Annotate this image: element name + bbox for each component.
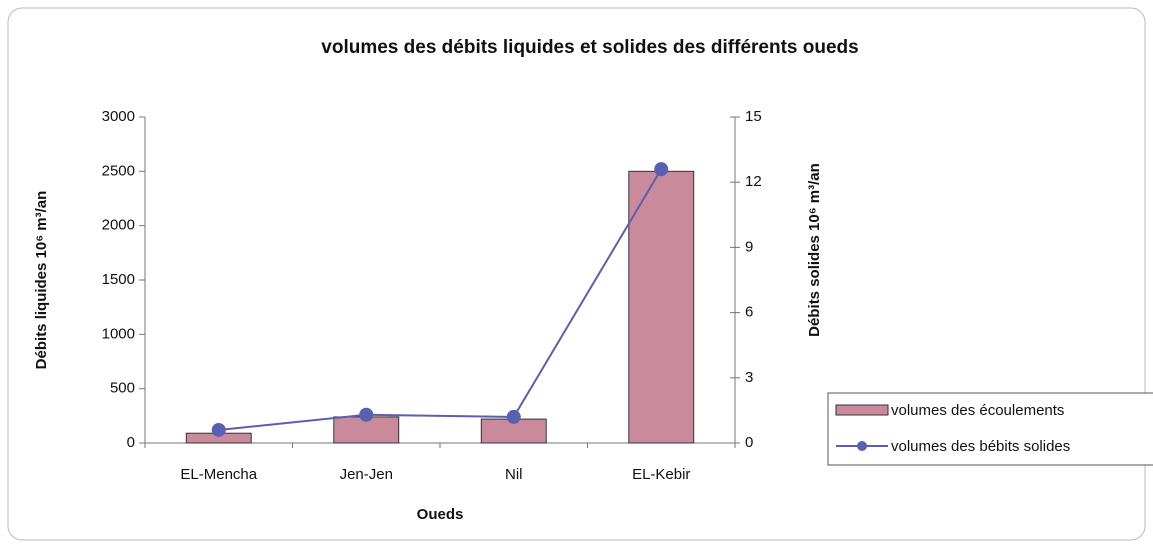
y2-tick-label: 3	[745, 369, 753, 386]
legend-label: volumes des bébits solides	[891, 438, 1070, 455]
x-tick-label: EL-Kebir	[632, 466, 690, 483]
legend-swatch-marker	[857, 441, 867, 451]
x-axis-label: Oueds	[417, 506, 464, 523]
y-tick-label: 2500	[102, 162, 135, 179]
marker	[359, 407, 374, 422]
legend-swatch-bar	[835, 404, 889, 416]
marker	[506, 409, 521, 424]
y-tick-label: 1500	[102, 271, 135, 288]
y2-axis-label: Débits solides 10⁶ m³/an	[806, 163, 823, 337]
y2-tick-label: 15	[745, 108, 762, 125]
chart-title: volumes des débits liquides et solides d…	[321, 37, 858, 58]
y2-tick-label: 6	[745, 304, 753, 321]
legend: volumes des écoulements volumes des bébi…	[827, 392, 1153, 466]
y2-tick-label: 9	[745, 238, 753, 255]
legend-label: volumes des écoulements	[891, 402, 1064, 419]
bar	[628, 170, 695, 444]
y-tick-label: 2000	[102, 217, 135, 234]
marker	[654, 162, 669, 177]
y-tick-label: 500	[110, 380, 135, 397]
marker	[211, 422, 226, 437]
y2-tick-label: 12	[745, 173, 762, 190]
line	[218, 168, 663, 431]
y2-tick-label: 0	[745, 434, 753, 451]
bar	[333, 416, 400, 444]
y-tick-label: 3000	[102, 108, 135, 125]
y-axis-label: Débits liquides 10⁶ m³/an	[33, 191, 50, 370]
y-tick-label: 0	[127, 434, 135, 451]
x-tick-label: Jen-Jen	[340, 466, 393, 483]
x-tick-label: EL-Mencha	[180, 466, 257, 483]
x-tick-label: Nil	[505, 466, 523, 483]
y-tick-label: 1000	[102, 325, 135, 342]
